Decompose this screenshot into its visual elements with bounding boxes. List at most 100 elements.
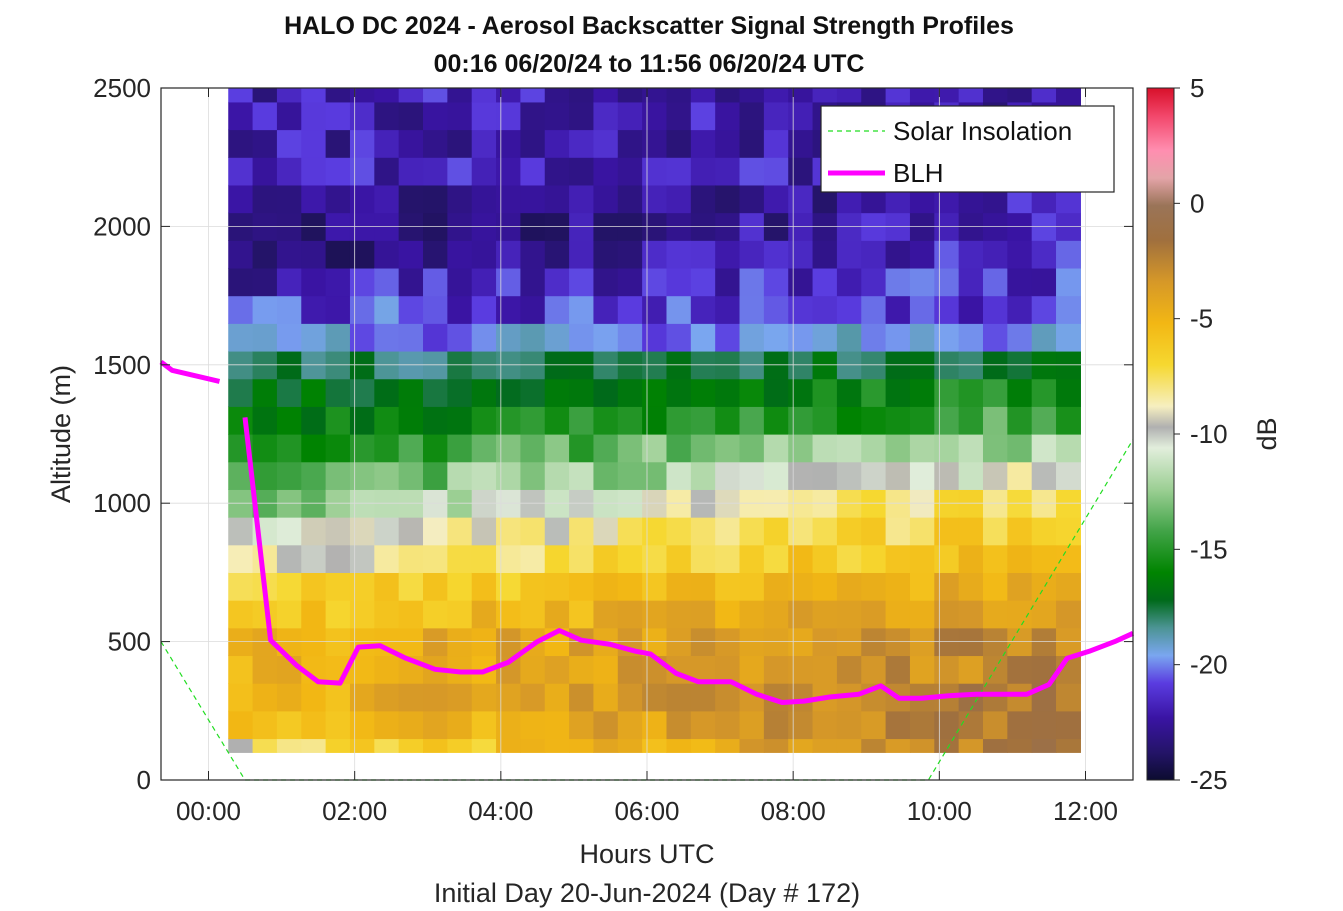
heatmap-cell: [374, 240, 400, 269]
heatmap-cell: [447, 434, 473, 463]
heatmap-cell: [666, 240, 692, 269]
heatmap-cell: [520, 544, 546, 573]
heatmap-cell: [447, 600, 473, 629]
heatmap-cell: [1007, 88, 1033, 103]
heatmap-cell: [715, 184, 741, 214]
heatmap-cell: [569, 461, 595, 490]
heatmap-cell: [301, 517, 327, 546]
heatmap-cell: [471, 240, 497, 269]
heatmap-cell: [301, 101, 327, 131]
heatmap-cell: [520, 157, 546, 186]
heatmap-cell: [690, 157, 716, 186]
heatmap-cell: [349, 240, 375, 269]
heatmap-cell: [666, 129, 692, 158]
heatmap-cell: [642, 88, 668, 103]
heatmap-cell: [544, 517, 570, 546]
heatmap-cell: [958, 572, 984, 601]
heatmap-cell: [228, 323, 254, 352]
heatmap-cell: [325, 240, 351, 269]
heatmap-cell: [471, 378, 497, 407]
heatmap-cell: [763, 157, 789, 186]
heatmap-cell: [520, 683, 546, 712]
heatmap-cell: [228, 101, 254, 131]
heatmap-cell: [666, 517, 692, 546]
heatmap-cell: [958, 517, 984, 546]
colorbar-tick-label: -10: [1190, 419, 1228, 449]
heatmap-cell: [276, 600, 302, 629]
heatmap-cell: [398, 517, 424, 546]
heatmap-cell: [861, 378, 887, 407]
heatmap-cell: [617, 295, 643, 324]
heatmap-cell: [715, 517, 741, 546]
heatmap-cell: [836, 655, 862, 684]
heatmap-cell: [496, 600, 521, 629]
heatmap-cell: [593, 655, 619, 684]
heatmap-cell: [398, 434, 424, 463]
heatmap-cell: [788, 434, 814, 463]
heatmap-cell: [861, 406, 887, 435]
heatmap-cell: [885, 240, 911, 269]
heatmap-cell: [617, 461, 643, 490]
heatmap-cell: [909, 572, 935, 601]
heatmap-cell: [666, 544, 692, 573]
heatmap-cell: [520, 378, 546, 407]
heatmap-cell: [1031, 572, 1057, 601]
heatmap-cell: [763, 129, 789, 158]
heatmap-cell: [398, 572, 424, 601]
heatmap-cell: [349, 157, 375, 186]
heatmap-cell: [617, 129, 643, 158]
heatmap-cell: [325, 267, 351, 297]
heatmap-cell: [569, 240, 595, 269]
colorbar-ticks: 5 0 -5 -10 -15 -20 -25: [1174, 73, 1228, 795]
heatmap-cell: [617, 710, 643, 740]
heatmap-cell: [447, 378, 473, 407]
heatmap-cell: [252, 240, 278, 269]
heatmap-cell: [861, 88, 887, 103]
heatmap-cell: [447, 544, 473, 573]
heatmap-cell: [958, 88, 984, 103]
heatmap-cell: [1007, 683, 1033, 712]
heatmap-cell: [861, 710, 887, 740]
heatmap-cell: [569, 683, 595, 712]
heatmap-cell: [447, 710, 473, 740]
heatmap-cell: [569, 323, 595, 352]
heatmap-cell: [593, 683, 619, 712]
heatmap-cell: [617, 378, 643, 407]
heatmap-cell: [788, 461, 814, 490]
heatmap-cell: [496, 406, 521, 435]
heatmap-cell: [374, 295, 400, 324]
heatmap-cell: [763, 88, 789, 103]
heatmap-cell: [1007, 378, 1033, 407]
heatmap-cell: [544, 683, 570, 712]
heatmap-cell: [252, 157, 278, 186]
heatmap-cell: [1056, 406, 1081, 435]
heatmap-cell: [958, 295, 984, 324]
heatmap-cell: [885, 295, 911, 324]
heatmap-cell: [861, 517, 887, 546]
heatmap-cell: [471, 267, 497, 297]
colorbar-tick-label: 0: [1190, 188, 1204, 218]
colorbar-tick-label: -15: [1190, 534, 1228, 564]
heatmap-cell: [1031, 461, 1057, 490]
heatmap-cell: [569, 434, 595, 463]
heatmap-cell: [617, 267, 643, 297]
heatmap-cell: [1031, 240, 1057, 269]
heatmap-cell: [934, 572, 960, 601]
heatmap-cell: [642, 710, 668, 740]
heatmap-cell: [276, 738, 302, 753]
heatmap-cell: [374, 323, 400, 352]
heatmap-cell: [496, 295, 521, 324]
heatmap-cell: [642, 544, 668, 573]
heatmap-cell: [934, 406, 960, 435]
heatmap-cell: [788, 517, 814, 546]
heatmap-cell: [374, 683, 400, 712]
heatmap-cell: [544, 323, 570, 352]
heatmap-cell: [569, 157, 595, 186]
x-tick-label: 10:00: [907, 796, 972, 826]
heatmap-cell: [325, 323, 351, 352]
heatmap-cell: [349, 738, 375, 753]
heatmap-cell: [690, 406, 716, 435]
heatmap-cell: [1031, 544, 1057, 573]
heatmap-cell: [690, 184, 716, 214]
